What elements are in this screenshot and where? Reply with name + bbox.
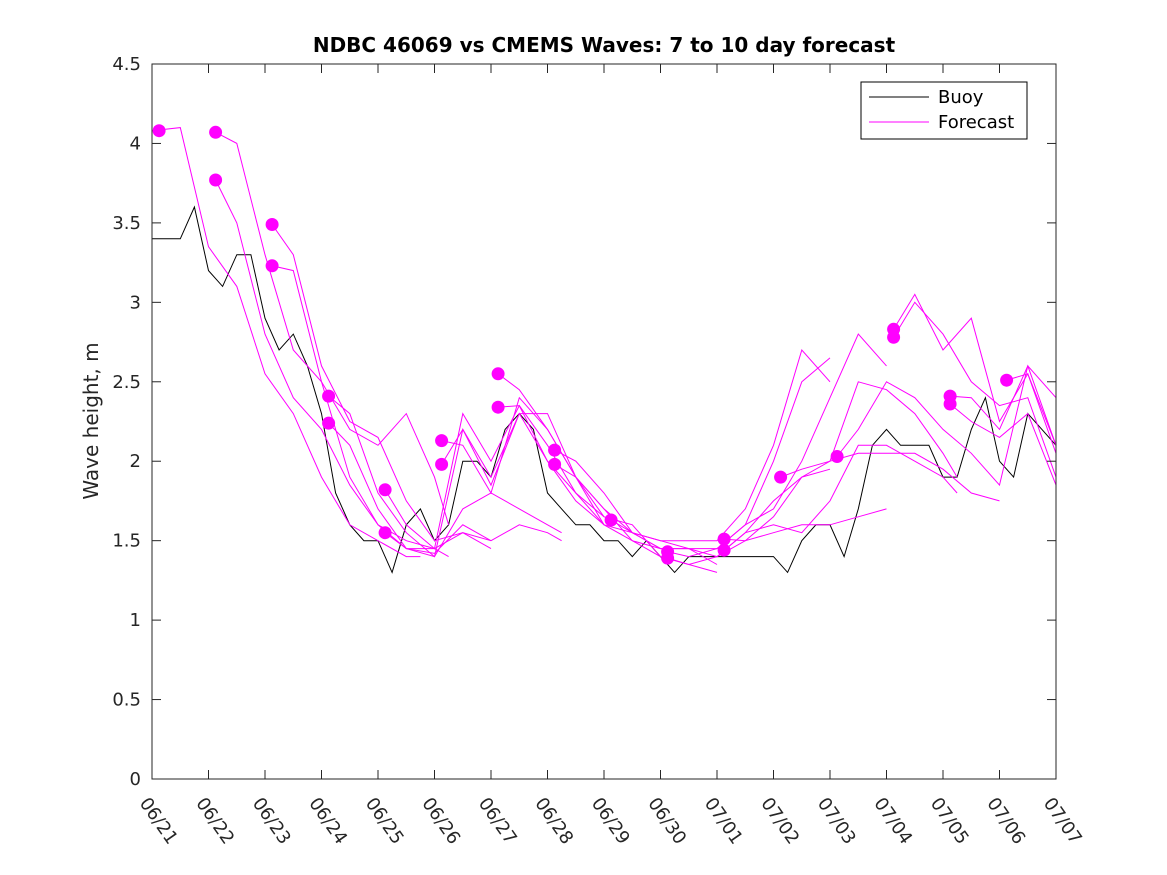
forecast-marker-2 — [209, 125, 223, 139]
forecast-marker-13 — [491, 400, 505, 414]
forecast-line-17 — [667, 333, 887, 558]
forecast-marker-20 — [717, 543, 731, 557]
forecast-marker-14 — [548, 443, 562, 457]
legend-forecast-label: Forecast — [938, 112, 1014, 133]
y-tick-label: 3.5 — [112, 213, 141, 234]
forecast-line-20 — [723, 444, 958, 551]
plot-area — [152, 64, 1056, 779]
forecast-line-14 — [554, 348, 831, 542]
forecast-line-11 — [441, 413, 661, 557]
y-tick-label: 1.5 — [112, 531, 141, 552]
legend: Buoy Forecast — [860, 81, 1028, 140]
forecast-marker-1 — [152, 124, 166, 138]
forecast-marker-6 — [322, 389, 336, 403]
forecast-marker-22 — [830, 450, 844, 463]
y-tick-label: 0 — [130, 769, 141, 790]
forecast-marker-4 — [265, 218, 279, 231]
forecast-marker-16 — [604, 513, 618, 527]
chart-title: NDBC 46069 vs CMEMS Waves: 7 to 10 day f… — [313, 33, 896, 57]
forecast-marker-27 — [1000, 373, 1014, 387]
forecast-line-21 — [780, 452, 1000, 502]
forecast-marker-24 — [887, 330, 901, 344]
forecast-line-24 — [893, 301, 1057, 478]
forecast-line-26 — [949, 403, 1057, 486]
forecast-marker-21 — [774, 470, 788, 484]
legend-buoy-label: Buoy — [938, 87, 984, 108]
y-axis-label: Wave height, m — [79, 342, 103, 499]
forecast-marker-10 — [435, 434, 449, 448]
forecast-line-5 — [271, 265, 492, 550]
y-tick-label: 3 — [130, 292, 141, 313]
forecast-marker-26 — [943, 397, 957, 411]
forecast-line-9 — [384, 412, 605, 558]
forecast-line-27 — [1006, 373, 1057, 446]
forecast-marker-12 — [491, 367, 505, 381]
forecast-marker-11 — [435, 457, 449, 471]
chart-marks — [151, 124, 1057, 574]
y-tick-label: 2.5 — [112, 372, 141, 393]
legend-box — [860, 81, 1028, 140]
y-tick-label: 1 — [130, 610, 141, 631]
forecast-line-6 — [328, 395, 562, 558]
forecast-marker-9 — [378, 526, 392, 540]
y-tick-label: 4 — [130, 133, 141, 154]
forecast-line-2 — [215, 131, 450, 525]
y-tick-label: 0.5 — [112, 690, 141, 711]
forecast-marker-19 — [717, 532, 731, 546]
forecast-marker-18 — [661, 551, 675, 565]
forecast-line-22 — [836, 364, 1057, 487]
forecast-line-7 — [328, 422, 562, 554]
y-tick-label: 4.5 — [112, 54, 141, 75]
forecast-line-18 — [667, 508, 887, 566]
forecast-marker-7 — [322, 416, 336, 430]
forecast-line-25 — [950, 364, 1057, 446]
buoy-line — [152, 205, 1057, 574]
forecast-marker-5 — [265, 259, 279, 273]
y-tick-label: 2 — [130, 451, 141, 472]
forecast-marker-15 — [548, 457, 562, 471]
forecast-marker-3 — [209, 173, 223, 187]
forecast-marker-8 — [378, 483, 392, 497]
forecast-line-4 — [271, 224, 492, 542]
forecast-line-1 — [151, 127, 421, 558]
forecast-line-8 — [384, 404, 605, 550]
